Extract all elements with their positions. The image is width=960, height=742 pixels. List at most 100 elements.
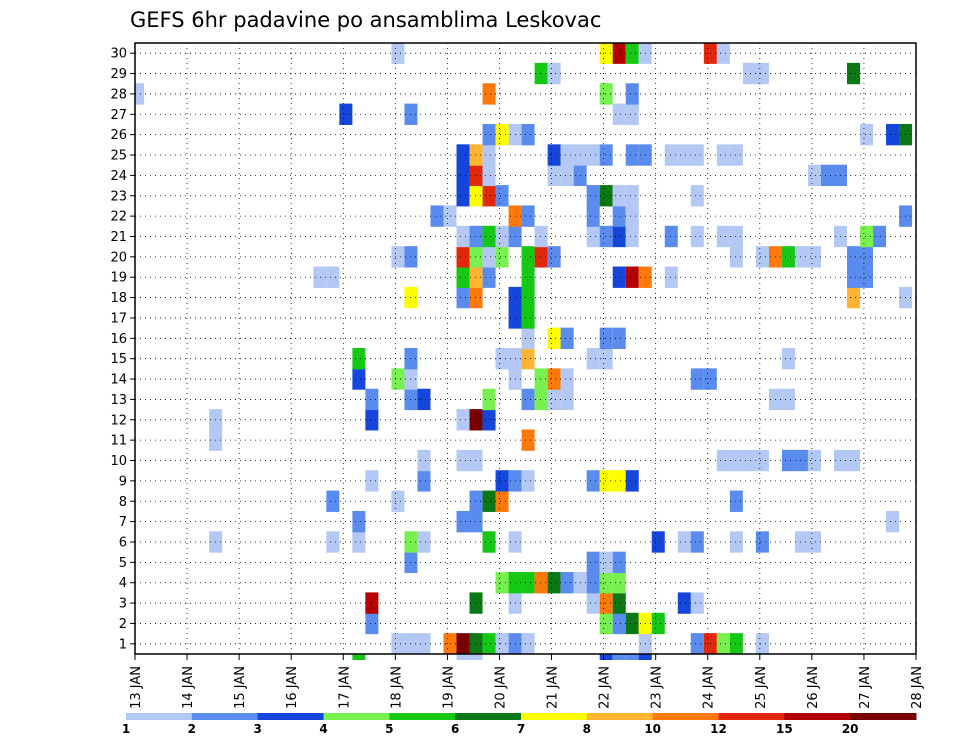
heatmap-cell xyxy=(456,286,470,309)
heatmap-cell xyxy=(521,470,535,492)
heatmap-cell xyxy=(326,531,340,553)
heatmap-cell xyxy=(495,123,509,146)
heatmap-cell xyxy=(690,531,704,553)
heatmap-cell xyxy=(521,348,535,370)
heatmap-cell xyxy=(391,490,405,512)
heatmap-cell xyxy=(521,388,535,411)
heatmap-cell xyxy=(847,286,861,309)
y-tick-label: 28 xyxy=(110,87,127,102)
heatmap-cell xyxy=(456,510,470,533)
heatmap-cell xyxy=(612,653,626,660)
heatmap-cell xyxy=(625,612,639,635)
legend-swatch xyxy=(784,713,851,720)
heatmap-cell xyxy=(417,388,431,411)
heatmap-cell xyxy=(456,633,470,655)
heatmap-cell xyxy=(482,83,496,105)
heatmap-cell xyxy=(482,266,496,288)
heatmap-cell xyxy=(469,409,483,431)
x-tick-label: 22 JAN xyxy=(598,666,613,709)
heatmap-cell xyxy=(391,246,405,268)
heatmap-cell xyxy=(612,592,626,614)
heatmap-cell xyxy=(729,531,743,553)
heatmap-cells xyxy=(135,43,913,660)
heatmap-cell xyxy=(417,531,431,553)
legend-swatch xyxy=(455,713,522,720)
heatmap-cell xyxy=(807,449,821,472)
heatmap-cell xyxy=(807,164,821,187)
heatmap-cell xyxy=(690,368,704,390)
heatmap-cell xyxy=(651,531,665,553)
heatmap-cell xyxy=(469,490,483,512)
heatmap-cell xyxy=(547,164,561,187)
heatmap-cell xyxy=(547,62,561,85)
heatmap-cell xyxy=(847,266,861,288)
heatmap-cell xyxy=(612,225,626,248)
heatmap-cell xyxy=(482,185,496,207)
heatmap-cell xyxy=(612,103,626,125)
heatmap-cell xyxy=(469,164,483,187)
heatmap-cell xyxy=(469,592,483,614)
heatmap-cell xyxy=(534,572,548,594)
y-tick-label: 20 xyxy=(110,250,127,265)
heatmap-cell xyxy=(456,225,470,248)
heatmap-cell xyxy=(664,144,678,166)
heatmap-cell xyxy=(495,633,509,655)
heatmap-cell xyxy=(521,286,535,309)
heatmap-cell xyxy=(534,225,548,248)
heatmap-cell xyxy=(625,653,639,660)
legend: 1 2 3 4 5 6 7 8 10 12 15 20 xyxy=(122,713,917,736)
heatmap-cell xyxy=(612,205,626,227)
heatmap-cell xyxy=(755,62,769,85)
heatmap-cell xyxy=(495,490,509,512)
x-tick-label: 16 JAN xyxy=(285,666,300,709)
heatmap-cell xyxy=(482,409,496,431)
x-tick-label: 21 JAN xyxy=(546,666,561,709)
heatmap-cell xyxy=(326,266,340,288)
x-tick-label: 20 JAN xyxy=(493,666,508,709)
heatmap-cell xyxy=(417,470,431,492)
heatmap-cell xyxy=(534,388,548,411)
legend-label: 1 xyxy=(122,722,130,736)
legend-label: 6 xyxy=(451,722,459,736)
legend-swatch xyxy=(718,713,785,720)
heatmap-cell xyxy=(625,266,639,288)
heatmap-cell xyxy=(521,123,535,146)
y-tick-label: 2 xyxy=(119,617,127,632)
heatmap-cell xyxy=(521,572,535,594)
heatmap-cell xyxy=(521,205,535,227)
heatmap-cell xyxy=(365,388,379,411)
heatmap-cell xyxy=(521,633,535,655)
heatmap-cell xyxy=(469,633,483,655)
heatmap-cell xyxy=(313,266,327,288)
heatmap-cell xyxy=(456,164,470,187)
heatmap-cell xyxy=(495,572,509,594)
heatmap-cell xyxy=(560,572,574,594)
heatmap-cell xyxy=(391,368,405,390)
heatmap-cell xyxy=(599,185,613,207)
heatmap-cell xyxy=(495,246,509,268)
heatmap-cell xyxy=(469,144,483,166)
heatmap-cell xyxy=(456,409,470,431)
heatmap-cell xyxy=(886,510,900,533)
heatmap-cell xyxy=(456,144,470,166)
legend-label: 20 xyxy=(842,722,859,736)
heatmap-cell xyxy=(482,246,496,268)
heatmap-cell xyxy=(352,653,366,660)
heatmap-cell xyxy=(690,185,704,207)
y-tick-label: 11 xyxy=(110,434,127,449)
heatmap-cell xyxy=(599,572,613,594)
heatmap-cell xyxy=(560,327,574,349)
x-tick-label: 25 JAN xyxy=(754,666,769,709)
heatmap-cell xyxy=(690,633,704,655)
heatmap-cell xyxy=(482,164,496,187)
heatmap-cell xyxy=(599,348,613,370)
heatmap-cell xyxy=(456,449,470,472)
heatmap-cell xyxy=(482,490,496,512)
heatmap-cell xyxy=(365,470,379,492)
heatmap-cell xyxy=(586,470,600,492)
heatmap-cell xyxy=(469,185,483,207)
legend-label: 7 xyxy=(517,722,525,736)
heatmap-cell xyxy=(677,531,691,553)
y-tick-label: 26 xyxy=(110,128,127,143)
